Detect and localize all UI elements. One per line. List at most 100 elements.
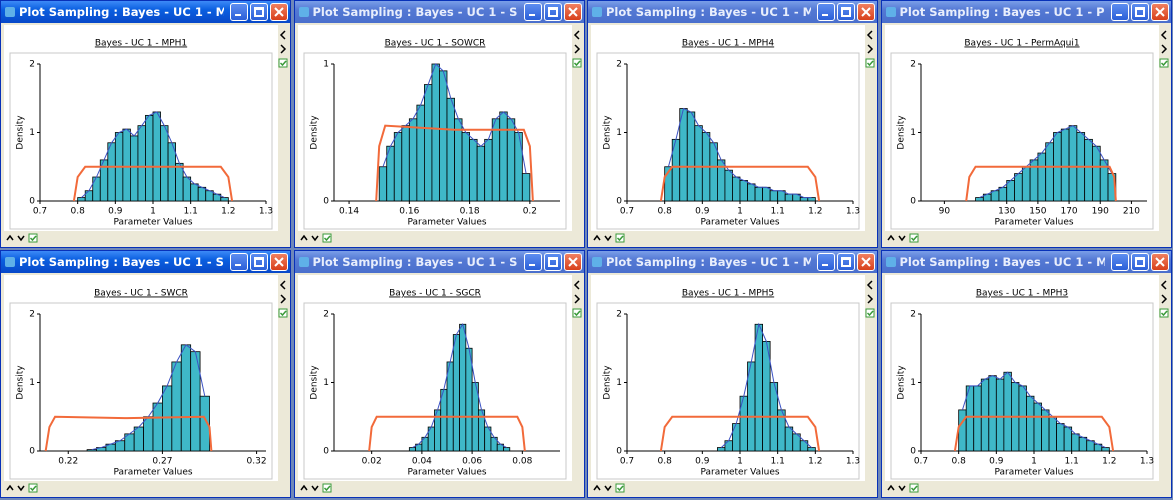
check-box[interactable] bbox=[572, 58, 581, 68]
check-box[interactable] bbox=[615, 483, 625, 493]
minimize-button[interactable] bbox=[230, 253, 248, 271]
check-box[interactable] bbox=[865, 58, 875, 68]
check-box[interactable] bbox=[615, 233, 625, 243]
minimize-button[interactable] bbox=[523, 3, 542, 21]
check-box[interactable] bbox=[909, 483, 918, 493]
scroll-left[interactable] bbox=[866, 30, 873, 40]
check-box[interactable] bbox=[1159, 308, 1168, 318]
scroll-down[interactable] bbox=[17, 485, 25, 492]
close-button[interactable] bbox=[563, 3, 582, 21]
check-box[interactable] bbox=[865, 308, 875, 318]
check-box[interactable] bbox=[278, 58, 288, 68]
minimize-button[interactable] bbox=[817, 253, 835, 271]
scroll-down[interactable] bbox=[17, 235, 25, 242]
y-tick-label: 1 bbox=[29, 378, 35, 388]
histogram-bar bbox=[732, 176, 741, 202]
scroll-right[interactable] bbox=[867, 294, 874, 304]
button-glyph bbox=[567, 7, 578, 17]
check-box[interactable] bbox=[322, 483, 331, 493]
histogram-bar bbox=[1063, 426, 1072, 452]
minimize-button[interactable] bbox=[1110, 253, 1129, 271]
scroll-right[interactable] bbox=[573, 44, 580, 54]
scroll-down[interactable] bbox=[310, 235, 319, 242]
minimize-button[interactable] bbox=[817, 3, 835, 21]
scroll-down[interactable] bbox=[604, 485, 612, 492]
scroll-right[interactable] bbox=[573, 294, 580, 304]
close-button[interactable] bbox=[1150, 253, 1169, 271]
x-tick-label: 1.2 bbox=[1102, 457, 1116, 467]
x-tick-label: 1.3 bbox=[846, 207, 860, 217]
histogram-bar bbox=[439, 388, 447, 452]
maximize-button[interactable] bbox=[1130, 253, 1149, 271]
window: Plot Sampling : Bayes - UC 1 - SWCR Bayes… bbox=[0, 250, 291, 498]
scroll-up[interactable] bbox=[593, 234, 601, 241]
glyph bbox=[861, 257, 871, 267]
scroll-down[interactable] bbox=[897, 485, 906, 492]
x-tick-label: 0.9 bbox=[695, 457, 710, 467]
scroll-right[interactable] bbox=[280, 294, 287, 304]
close-button[interactable] bbox=[857, 253, 875, 271]
scroll-left[interactable] bbox=[573, 30, 580, 40]
y-tick-label: 2 bbox=[910, 60, 916, 70]
scroll-left[interactable] bbox=[1160, 280, 1167, 290]
footer-controls bbox=[886, 483, 918, 493]
footer-controls bbox=[6, 233, 38, 243]
scroll-down[interactable] bbox=[897, 235, 906, 242]
scroll-left[interactable] bbox=[866, 280, 873, 290]
scroll-down[interactable] bbox=[310, 485, 319, 492]
histogram-bar bbox=[167, 142, 176, 202]
close-button[interactable] bbox=[857, 3, 875, 21]
scroll-right[interactable] bbox=[867, 44, 874, 54]
check-box[interactable] bbox=[322, 233, 331, 243]
maximize-button[interactable] bbox=[250, 3, 268, 21]
scroll-up[interactable] bbox=[299, 234, 308, 241]
scroll-up[interactable] bbox=[886, 484, 895, 491]
minimize-button[interactable] bbox=[523, 253, 542, 271]
maximize-button[interactable] bbox=[543, 253, 562, 271]
title-bar: Plot Sampling : Bayes - UC 1 - MPH1 bbox=[1, 1, 290, 23]
histogram-bar bbox=[199, 395, 210, 452]
scroll-up[interactable] bbox=[886, 234, 895, 241]
button-glyph bbox=[1154, 257, 1165, 267]
scroll-left[interactable] bbox=[279, 30, 286, 40]
close-button[interactable] bbox=[270, 3, 288, 21]
glyph bbox=[861, 7, 871, 17]
minimize-button[interactable] bbox=[230, 3, 248, 21]
minimize-button[interactable] bbox=[1110, 3, 1129, 21]
scroll-right[interactable] bbox=[280, 44, 287, 54]
x-tick-label: 1.2 bbox=[808, 457, 822, 467]
check-box[interactable] bbox=[1159, 58, 1168, 68]
close-button[interactable] bbox=[270, 253, 288, 271]
maximize-button[interactable] bbox=[837, 3, 855, 21]
scroll-up[interactable] bbox=[6, 484, 14, 491]
histogram-bar bbox=[513, 132, 523, 202]
scroll-left[interactable] bbox=[279, 280, 286, 290]
scroll-right[interactable] bbox=[1160, 44, 1167, 54]
maximize-button[interactable] bbox=[1130, 3, 1149, 21]
scroll-left[interactable] bbox=[1160, 30, 1167, 40]
scroll-left[interactable] bbox=[573, 280, 580, 290]
check-box[interactable] bbox=[28, 483, 38, 493]
scroll-up[interactable] bbox=[299, 484, 308, 491]
maximize-button[interactable] bbox=[250, 253, 268, 271]
check-box[interactable] bbox=[278, 308, 288, 318]
histogram-bar bbox=[145, 114, 154, 202]
scroll-up[interactable] bbox=[6, 234, 14, 241]
plot-frame bbox=[890, 52, 1153, 230]
check-box[interactable] bbox=[909, 233, 918, 243]
window: Plot Sampling : Bayes - UC 1 - MPH5 Bayes… bbox=[587, 250, 878, 498]
y-axis-label: Density bbox=[896, 115, 906, 150]
scroll-right[interactable] bbox=[1160, 294, 1167, 304]
button-glyph bbox=[861, 7, 871, 17]
check-box[interactable] bbox=[28, 233, 38, 243]
histogram-bar bbox=[468, 138, 478, 202]
maximize-button[interactable] bbox=[543, 3, 562, 21]
maximize-button[interactable] bbox=[837, 253, 855, 271]
scroll-up[interactable] bbox=[593, 484, 601, 491]
histogram-bar bbox=[92, 176, 101, 202]
scroll-down[interactable] bbox=[604, 235, 612, 242]
check-mark bbox=[910, 485, 918, 492]
check-box[interactable] bbox=[572, 308, 581, 318]
close-button[interactable] bbox=[563, 253, 582, 271]
close-button[interactable] bbox=[1150, 3, 1169, 21]
